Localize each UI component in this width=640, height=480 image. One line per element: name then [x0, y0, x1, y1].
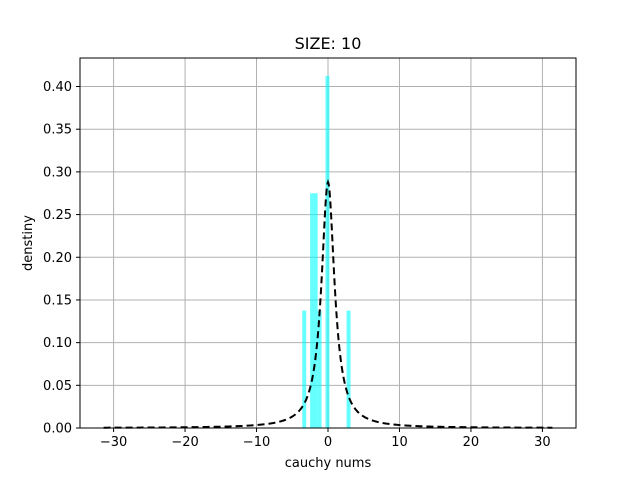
y-tick-label: 0.35 [43, 123, 72, 138]
y-tick-label: 0.25 [43, 208, 72, 223]
y-tick-label: 0.00 [43, 422, 72, 437]
histogram-bars [302, 75, 351, 428]
histogram-bar [317, 310, 322, 428]
y-tick-label: 0.20 [43, 251, 72, 266]
histogram-bar [302, 310, 307, 428]
y-tick-label: 0.15 [43, 293, 72, 308]
x-tick-label: 30 [534, 435, 551, 450]
y-tick-label: 0.40 [43, 80, 72, 95]
x-axis-label: cauchy nums [285, 456, 372, 471]
chart-title: SIZE: 10 [295, 34, 362, 53]
y-axis-ticks: 0.00 0.05 0.10 0.15 0.20 0.25 0.30 0.35 0.40 [43, 80, 80, 437]
x-axis-ticks: −30 −20 −10 0 10 20 30 [100, 428, 551, 450]
x-tick-label: −10 [243, 435, 270, 450]
y-tick-label: 0.05 [43, 379, 72, 394]
histogram-bar [310, 193, 318, 428]
x-tick-label: −30 [100, 435, 127, 450]
histogram-bar [325, 75, 330, 428]
y-tick-label: 0.30 [43, 165, 72, 180]
x-tick-label: 0 [324, 435, 332, 450]
x-tick-label: 10 [391, 435, 408, 450]
y-tick-label: 0.10 [43, 336, 72, 351]
pdf-curve [103, 179, 553, 429]
x-tick-label: −20 [171, 435, 198, 450]
histogram-bar [346, 310, 351, 428]
x-tick-label: 20 [463, 435, 480, 450]
y-axis-label: denstiny [21, 215, 36, 271]
